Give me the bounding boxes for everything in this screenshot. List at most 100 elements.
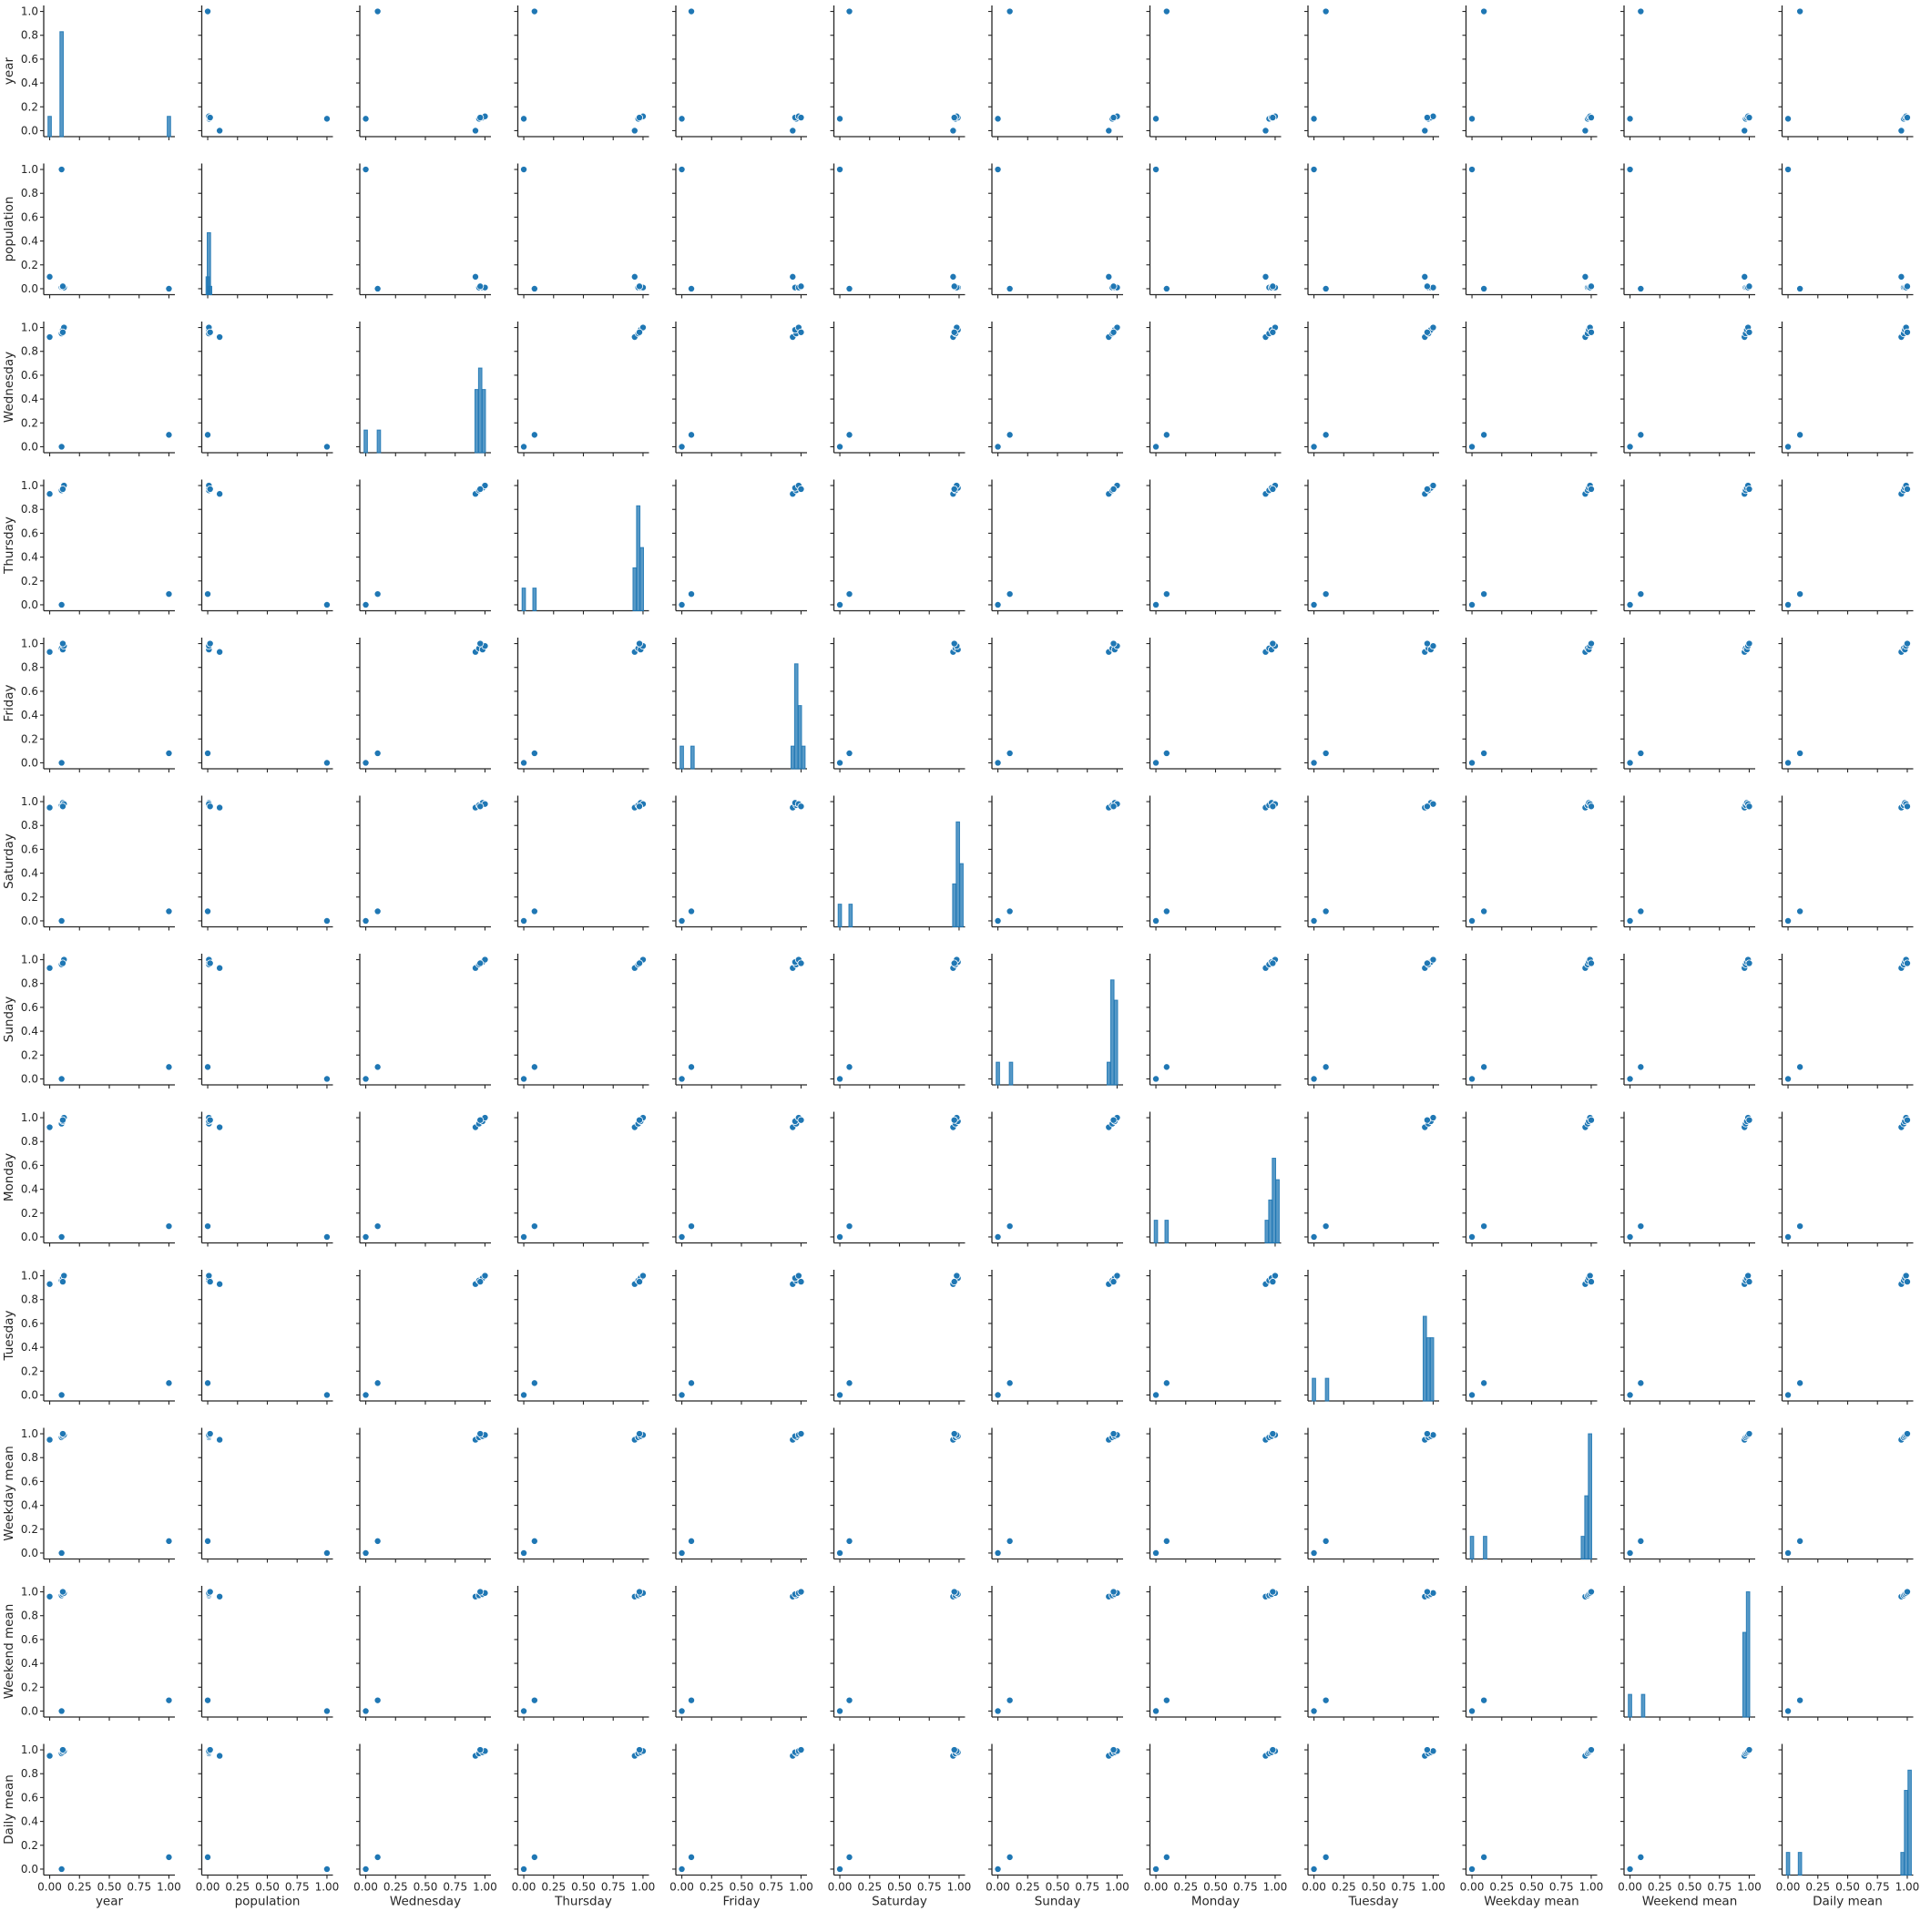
y-axis-label: Daily mean (2, 1774, 16, 1845)
panel-population-vs-year: 0.0 0.2 0.4 0.6 0.8 1.0 population (2, 163, 175, 299)
scatter-point (206, 1116, 214, 1124)
y-tick-label: 0.0 (21, 598, 38, 611)
panel-Tuesday-vs-Thursday (514, 1270, 649, 1405)
scatter-point (520, 759, 528, 767)
panel-Weekday mean-vs-Weekend mean (1620, 1427, 1755, 1563)
scatter-point (1310, 115, 1318, 123)
scatter-point (794, 1272, 802, 1280)
scatter-point (1637, 749, 1645, 757)
panel-Tuesday-vs-Friday (672, 1270, 807, 1405)
panel-Weekend mean-vs-Thursday (514, 1586, 649, 1721)
scatter-point (216, 648, 224, 656)
scatter-point (322, 1865, 331, 1873)
scatter-point (1796, 1696, 1804, 1704)
scatter-point (1468, 1865, 1476, 1873)
scatter-point (994, 600, 1002, 608)
y-tick-label: 0.0 (21, 282, 38, 295)
scatter-point (1587, 282, 1595, 291)
scatter-point (373, 7, 382, 15)
scatter-point (206, 802, 214, 811)
scatter-point (1587, 328, 1595, 336)
scatter-point (797, 114, 805, 122)
scatter-point (1903, 639, 1911, 648)
scatter-point (1269, 1278, 1277, 1286)
scatter-point (520, 916, 528, 925)
scatter-point (1796, 284, 1804, 292)
scatter-point (1744, 1272, 1752, 1280)
x-tick-label: 0.50 (887, 1881, 912, 1894)
scatter-point (845, 431, 853, 439)
panel-Friday-vs-Friday (672, 638, 807, 772)
panel-Weekday mean-vs-Tuesday (1304, 1427, 1439, 1563)
histogram-bar (521, 588, 526, 611)
scatter-point (1271, 1272, 1279, 1280)
scatter-point (1162, 284, 1170, 292)
scatter-point (204, 1379, 212, 1387)
histogram-bar (955, 821, 960, 927)
scatter-point (520, 443, 528, 451)
scatter-point (1152, 759, 1160, 767)
scatter-point (530, 1696, 538, 1704)
scatter-point (688, 431, 696, 439)
y-tick-label: 1.0 (21, 1586, 38, 1599)
panel-Saturday-vs-Thursday (514, 795, 649, 931)
scatter-point (165, 590, 173, 598)
scatter-point (1162, 1853, 1170, 1861)
panel-Friday-vs-Daily mean (1778, 638, 1914, 772)
scatter-point (1745, 1116, 1753, 1124)
panel-Monday-vs-population (198, 1111, 333, 1247)
panel-Wednesday-vs-Sunday (988, 322, 1123, 456)
panel-Friday-vs-Thursday (514, 638, 649, 772)
x-tick-label: 0.50 (1046, 1881, 1070, 1894)
scatter-point (678, 1391, 686, 1399)
scatter-point (204, 1063, 212, 1071)
scatter-point (57, 1707, 66, 1715)
scatter-point (476, 1588, 485, 1596)
scatter-point (688, 1853, 696, 1861)
scatter-point (1162, 7, 1170, 15)
y-tick-label: 0.0 (21, 440, 38, 453)
scatter-point (845, 1537, 853, 1545)
x-tick-label: 0.50 (97, 1881, 122, 1894)
scatter-point (1109, 282, 1118, 291)
scatter-point (206, 959, 214, 967)
scatter-point (57, 166, 66, 174)
scatter-point (58, 959, 66, 967)
x-tick-label: 0.75 (1707, 1881, 1732, 1894)
scatter-point (520, 166, 528, 174)
x-tick-label: 1.00 (947, 1881, 972, 1894)
panel-Thursday-vs-Friday (672, 479, 807, 615)
scatter-point (845, 1853, 853, 1861)
scatter-point (530, 284, 538, 292)
y-axis-label: Saturday (2, 833, 16, 889)
x-tick-label: 1.00 (473, 1881, 497, 1894)
scatter-point (373, 1853, 382, 1861)
scatter-point (1903, 1588, 1911, 1596)
scatter-point (994, 916, 1002, 925)
scatter-point (58, 1588, 66, 1596)
scatter-point (1423, 639, 1431, 648)
scatter-point (362, 1075, 370, 1083)
scatter-point (630, 272, 639, 281)
panel-year-vs-Wednesday (356, 5, 491, 140)
scatter-point (797, 959, 805, 967)
panel-Thursday-vs-Daily mean (1778, 479, 1914, 615)
scatter-point (1429, 1747, 1437, 1755)
scatter-point (46, 333, 54, 342)
scatter-point (1587, 485, 1595, 493)
panel-Daily mean-vs-population: 0.00 0.25 0.50 0.75 1.00 population (196, 1743, 339, 1909)
x-axis-label: Sunday (1035, 1895, 1081, 1909)
scatter-point (1310, 600, 1318, 608)
panel-Sunday-vs-year: 0.0 0.2 0.4 0.6 0.8 1.0 Sunday (2, 954, 175, 1089)
scatter-point (1480, 431, 1488, 439)
scatter-point (1006, 431, 1014, 439)
y-axis-label: population (2, 197, 16, 262)
panel-Tuesday-vs-population (198, 1270, 333, 1405)
scatter-point (688, 1063, 696, 1071)
scatter-point (1587, 1588, 1595, 1596)
x-tick-label: 0.25 (857, 1881, 882, 1894)
x-tick-label: 0.00 (1144, 1881, 1169, 1894)
y-tick-label: 0.2 (21, 416, 38, 429)
scatter-point (1423, 114, 1431, 122)
